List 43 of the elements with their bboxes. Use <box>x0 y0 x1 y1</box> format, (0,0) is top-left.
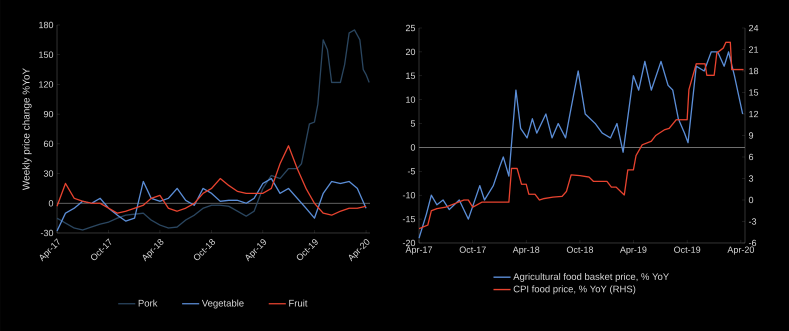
y2-tick-label: 6 <box>748 154 754 160</box>
y-axis-title: Weekly price change %YoY <box>22 68 32 190</box>
legend-label: Pork <box>138 300 158 307</box>
y2-tick-label: 24 <box>748 24 758 32</box>
y2-tick-label: 18 <box>749 68 758 74</box>
y-tick-label: 150 <box>39 52 54 58</box>
x-tick-label: Oct-17 <box>460 246 486 253</box>
y2-tick-label: 3 <box>748 175 754 182</box>
line-series <box>56 29 370 231</box>
legend-label: Agricultural food basket price, % YoY <box>513 272 669 282</box>
y-tick-label: 60 <box>44 140 54 148</box>
y-tick-label: -30 <box>40 230 54 236</box>
y-tick-label: 10 <box>406 96 416 103</box>
y-tick-label: 5 <box>410 120 416 127</box>
y-tick-label: 120 <box>39 81 54 88</box>
y-tick-label: 25 <box>406 24 416 32</box>
x-tick-label: Oct-19 <box>674 246 700 253</box>
y2-tick-label: 9 <box>748 132 754 139</box>
y-tick-label: 20 <box>406 48 416 56</box>
y2-tick-label: 12 <box>749 110 758 118</box>
y2-tick-label: -6 <box>748 240 756 246</box>
y2-tick-label: 0 <box>748 196 754 204</box>
y-tick-label: 90 <box>44 110 54 118</box>
y-tick-label: -15 <box>402 216 416 222</box>
x-tick-label: Apr-18 <box>512 246 540 255</box>
x-tick-label: Apr-17 <box>406 246 432 255</box>
y2-tick-label: 15 <box>749 89 758 96</box>
y-tick-label: -5 <box>408 168 416 174</box>
y-tick-label: 180 <box>39 22 54 28</box>
x-tick-label: Oct-18 <box>566 246 594 253</box>
y-tick-label: 30 <box>44 170 54 177</box>
x-tick-label: Apr-20 <box>727 246 754 255</box>
legend-label: Fruit <box>289 300 308 307</box>
y-tick-label: 0 <box>48 200 54 206</box>
y2-tick-label: 21 <box>748 46 758 53</box>
x-tick-label: Apr-19 <box>620 246 646 255</box>
y-tick-label: 0 <box>410 144 416 151</box>
y-tick-label: -10 <box>402 192 416 198</box>
y-tick-label: -20 <box>402 240 416 246</box>
y2-tick-label: -3 <box>748 218 756 225</box>
y-tick-label: 15 <box>406 72 416 79</box>
legend-label: CPI food price, % YoY (RHS) <box>514 285 636 294</box>
legend-label: Vegetable <box>202 300 244 308</box>
